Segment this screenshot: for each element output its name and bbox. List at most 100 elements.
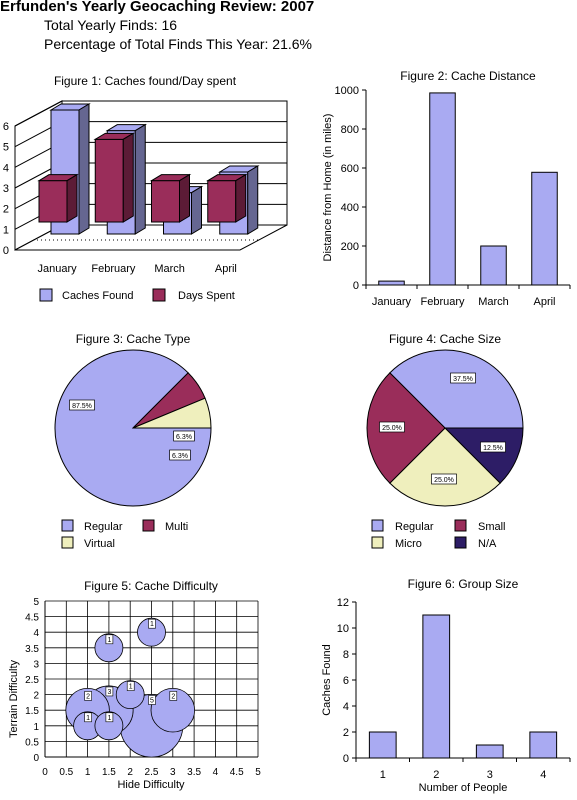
fig2-title: Figure 2: Cache Distance [400,69,536,83]
fig2-category-label: March [478,296,509,308]
fig5-ytick-label: 0 [33,753,39,764]
fig1-bar-side [191,185,202,235]
fig2-bar [480,245,507,286]
fig3-slice-label-box [69,399,95,411]
fig1-bar-side [66,173,78,223]
fig2-ytick-label: 1000 [335,85,359,97]
fig5-bubble-label-box [148,695,156,705]
fig3-legend-swatch [61,519,74,532]
fig6-bar [422,614,451,759]
fig5-xtick-label: 3 [170,767,176,778]
fig5-xtick-label: 4.5 [230,767,244,778]
fig6-title: Figure 6: Group Size [408,577,519,591]
fig1-category-label: January [38,263,78,275]
fig6-bar [475,744,504,759]
fig5-bubble-label: 5 [150,697,154,704]
fig1-ytick-label: 4 [3,162,9,174]
fig5-ylabel: Terrain Difficulty [8,659,20,738]
fig2-category-label: January [372,296,412,308]
fig4-slice-label: 25.0% [382,425,402,432]
fig5-bubble-label: 1 [107,715,111,722]
fig2-ytick-label: 400 [341,202,359,214]
fig6-ylabel: Caches Found [321,644,333,716]
fig3-legend-label: Regular [84,521,123,533]
fig5-ytick-label: 3.5 [25,644,39,655]
fig5-bubble-label-box [148,618,156,629]
fig5-bubble [94,711,124,741]
fig1-ytick-label: 1 [3,224,9,236]
fig6-category-label: 1 [380,769,386,781]
fig5-bubble-label-box [84,691,92,701]
fig5-xtick-label: 4 [213,767,219,778]
fig5-bubble-label-box [105,686,114,697]
fig1-gridline-side [14,100,63,127]
fig5-ytick-label: 4 [33,628,39,639]
fig4-legend-swatch [454,519,467,532]
percentage-text: Percentage of Total Finds This Year: 21.… [44,36,312,52]
fig6-ytick-label: 2 [343,727,349,739]
fig5-xlabel: Hide Difficulty [117,779,185,791]
fig4-legend-swatch [371,519,384,532]
fig4-slice-small [366,372,446,484]
fig2-category-label: April [533,296,555,308]
fig6-bar [368,731,397,759]
fig3-legend-swatch [61,536,74,549]
fig2-ylabel: Distance from Home (in miles) [322,114,334,262]
fig5-bubble-label-box [105,712,114,723]
fig4-slice-label-box [431,473,457,485]
fig5-bubble-label: 2 [86,693,90,700]
fig5-ytick-label: 4.5 [25,613,39,624]
fig3-legend-swatch [142,519,155,532]
fig5-bubble-label: 3 [107,689,111,696]
fig5-title: Figure 5: Cache Difficulty [84,579,218,593]
fig5-bubble-label: 2 [171,693,175,700]
fig5-bubble [137,617,166,647]
fig4-legend-swatch [371,536,384,549]
fig5-ytick-label: 1 [33,722,39,733]
fig1-ytick-label: 6 [3,121,9,133]
fig4-slice-regular [389,349,524,429]
fig2-ytick-label: 0 [353,280,359,292]
fig1-legend-swatch-caches [39,288,53,302]
total-finds-text: Total Yearly Finds: 16 [44,17,178,33]
fig3-slice-label-box [173,430,195,442]
fig5-bubble-label-box [169,691,178,701]
fig5-ytick-label: 5 [33,597,39,608]
fig4-legend-label: Regular [395,521,434,533]
fig4-slice-label: 12.5% [483,445,503,452]
fig1-legend-label-days: Days Spent [178,290,235,302]
fig6-xlabel: Number of People [419,782,508,794]
fig6-ytick-label: 4 [343,701,349,713]
fig5-xtick-label: 5 [255,767,261,778]
fig1-bar-days [151,180,180,223]
fig6-ytick-label: 8 [343,649,349,661]
fig4-legend-label: Small [478,521,506,533]
fig6-category-label: 3 [487,769,493,781]
fig5-xtick-label: 1 [85,767,91,778]
fig5-bubble-label-box [105,634,114,645]
fig6-ytick-label: 10 [337,623,349,635]
fig5-bubble-label: 1 [150,621,154,628]
fig6-category-label: 2 [433,769,439,781]
fig5-bubble [150,688,195,733]
fig2-bar [429,92,456,286]
fig1-title: Figure 1: Caches found/Day spent [54,74,237,88]
fig3-title: Figure 3: Cache Type [76,332,191,346]
fig1-bar-side [78,103,90,235]
report-title: Erfunden's Yearly Geocaching Review: 200… [0,0,315,15]
fig5-bubble-label: 1 [86,715,90,722]
fig5-ytick-label: 1.5 [25,706,39,717]
fig5-xtick-label: 0.5 [59,767,73,778]
fig3-slice-label: 6.3% [172,453,188,460]
fig5-xtick-label: 1.5 [102,767,116,778]
fig1-category-label: April [215,263,237,275]
fig5-bubble-label: 1 [129,684,133,691]
fig1-bar-days [38,180,68,223]
fig4-slice-micro [389,427,501,507]
fig3-slice-virtual [132,397,212,429]
fig4-slice-label-box [450,372,476,384]
